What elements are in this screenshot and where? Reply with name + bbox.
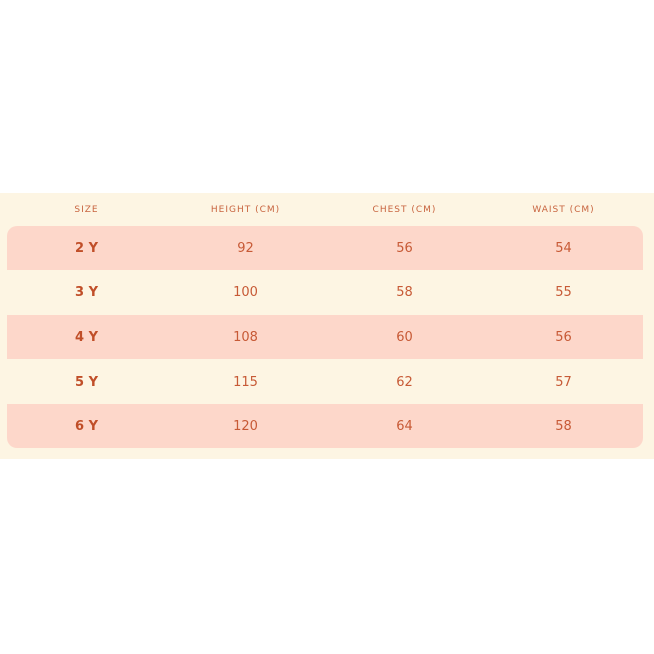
cell-waist: 54 xyxy=(555,240,572,256)
header-chest: CHEST (CM) xyxy=(372,204,437,215)
cell-chest: 62 xyxy=(396,374,413,390)
cell-height: 100 xyxy=(233,284,258,300)
size-chart-table: SIZE HEIGHT (CM) CHEST (CM) WAIST (CM) 2… xyxy=(0,193,654,459)
cell-chest: 56 xyxy=(396,240,413,256)
cell-size: 3 Y xyxy=(75,284,98,300)
cell-size: 4 Y xyxy=(75,329,98,345)
table-row: 6 Y 120 64 58 xyxy=(7,404,643,448)
cell-chest: 58 xyxy=(396,284,413,300)
table-row: 3 Y 100 58 55 xyxy=(7,270,643,314)
cell-chest: 64 xyxy=(396,418,413,434)
table-header: SIZE HEIGHT (CM) CHEST (CM) WAIST (CM) xyxy=(7,193,643,226)
cell-waist: 56 xyxy=(555,329,572,345)
table-row: 2 Y 92 56 54 xyxy=(7,226,643,270)
cell-waist: 55 xyxy=(555,284,572,300)
table-row: 4 Y 108 60 56 xyxy=(7,315,643,359)
cell-height: 115 xyxy=(233,374,258,390)
cell-size: 6 Y xyxy=(75,418,98,434)
cell-height: 120 xyxy=(233,418,258,434)
cell-height: 108 xyxy=(233,329,258,345)
header-size: SIZE xyxy=(74,204,99,215)
cell-waist: 57 xyxy=(555,374,572,390)
cell-size: 2 Y xyxy=(75,240,98,256)
cell-chest: 60 xyxy=(396,329,413,345)
cell-waist: 58 xyxy=(555,418,572,434)
header-height: HEIGHT (CM) xyxy=(210,204,281,215)
table-row: 5 Y 115 62 57 xyxy=(7,360,643,404)
header-waist: WAIST (CM) xyxy=(532,204,595,215)
cell-size: 5 Y xyxy=(75,374,98,390)
cell-height: 92 xyxy=(237,240,254,256)
